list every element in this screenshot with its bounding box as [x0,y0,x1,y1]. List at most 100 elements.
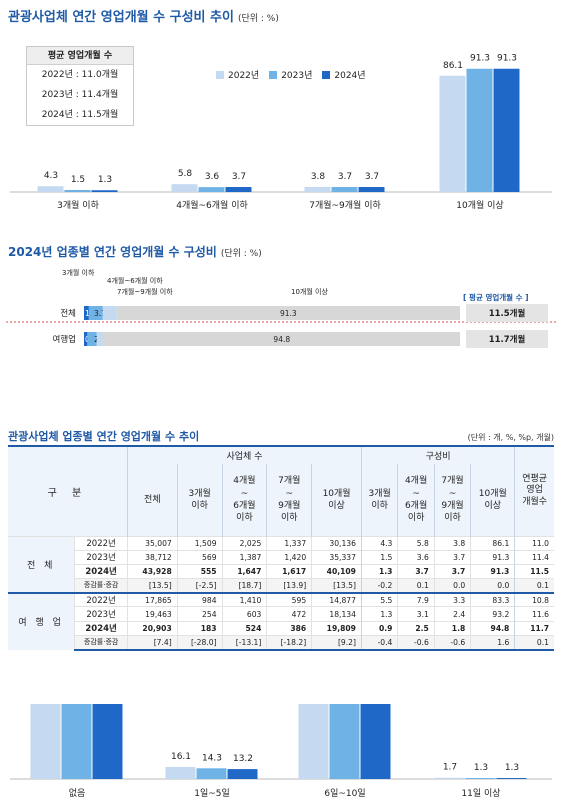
chart1-title-text: 관광사업체 연간 영업개월 수 구성비 추이 [8,10,234,25]
table-subheader-6: 4개월 ~ 6개월 이하 [397,464,435,536]
table-row-label: 증감률·증감 [74,634,128,651]
table-cell: 1.6 [470,634,515,651]
table-cell: [-18.2] [266,634,312,651]
chart3-bar-0-2 [92,704,123,779]
legend-swatch-2024 [322,70,331,79]
chart1-value-label-3-1: 91.3 [470,54,490,64]
chart2-segment-0-2 [102,306,117,320]
table-cell: 1,420 [266,549,312,565]
chart3-bar-1-1 [196,768,227,779]
table-cell: -0.6 [397,634,435,651]
header-business-count: 사업체 수 [126,445,362,464]
table-cell: 3.7 [397,563,435,579]
table-subheader-3: 7개월 ~ 9개월 이하 [266,464,312,536]
table-row: 2024년 20,903 183 524 386 19,809 0.9 2.5 1.8 94.8 1… [8,620,554,636]
table-cell: [-2.5] [176,578,223,593]
table-cell: 2.5 [397,620,435,636]
chart2-segment-1-2 [96,332,104,346]
table-subheader-0: 전체 [126,464,178,536]
table-cell: [13.5] [311,578,362,593]
table-cell: 14,877 [311,591,362,607]
table-row-label: 2022년 [74,591,128,607]
table-cell: 1.5 [360,549,398,565]
table-cell: 595 [266,591,312,607]
legend-label-2022: 2022년 [228,71,260,81]
table-row-label: 2023년 [74,606,128,622]
table-cell: 1,647 [221,563,267,579]
table-cell: 0.1 [397,578,435,593]
legend-label-2023: 2023년 [281,71,313,81]
avg-months-header: 평균 영업개월 수 [27,47,133,65]
segment-tag-3: 7개월~9개월 이하 [117,288,173,296]
table-subheader-5: 3개월 이하 [360,464,398,536]
chart3-bar-1-0 [165,766,196,779]
chart1-bar-3-1 [466,68,493,192]
chart2-segment-1-3 [103,332,460,346]
chart1-value-label-1-1: 3.6 [205,172,220,182]
table-cell: 7.9 [397,591,435,607]
chart2-title: 2024년 업종별 연간 영업개월 수 구성비 (단위 : %) [8,243,262,260]
chart1-bar-1-0 [171,184,198,192]
table-cell: 0.0 [470,578,515,593]
chart1-svg: 4.3 1.5 1.3 3개월 이하 5.8 3.6 3.7 4개월~6개월 이하 3.8 3.7… [10,54,552,211]
chart2-segment-1-0 [84,332,88,346]
table-cell: 603 [221,606,267,622]
table-row: 증감률·증감 [7.4] [-28.0] [-13.1] [-18.2] [9.2] -0.… [8,634,554,651]
chart1-category-label-2: 7개월~9개월 이하 [309,199,381,211]
table-cell: 254 [176,606,223,622]
table-cell: 472 [266,606,312,622]
table-cell: 19,463 [126,606,178,622]
table-row-label: 2024년 [74,620,128,636]
table-row-label: 2022년 [74,535,128,551]
chart1-bar-2-2 [358,187,385,192]
table-cell: 1,617 [266,563,312,579]
table-cell: 1.3 [360,563,398,579]
table-cell: 386 [266,620,312,636]
chart1-title: 관광사업체 연간 영업개월 수 구성비 추이 (단위 : %) [8,6,279,25]
table-row: 2024년 43,928 555 1,647 1,617 40,109 1.3 3.7 3.7 9… [8,563,554,579]
table-cell: 11.6 [514,606,554,622]
table-cell: -0.6 [433,634,471,651]
chart3-bar-3-1 [465,778,496,779]
chart1-legend: 2022년 2023년 2024년 [216,68,366,81]
table-cell: 984 [176,591,223,607]
chart2-title-text: 2024년 업종별 연간 영업개월 수 구성비 [8,245,217,259]
table-cell: 3.7 [433,549,471,565]
table-row: 여 행 업 2022년 17,865 984 1,410 595 14,877 5.5 7.9 3… [8,591,554,650]
chart2-avg-value-0: 11.5개월 [489,308,526,319]
chart3-value-label-1-0: 16.1 [171,752,191,762]
table-cell: 2,025 [221,535,267,551]
chart2-segment-1-1 [87,332,97,346]
table-cell: 83.3 [470,591,515,607]
table-cell: 86.1 [470,535,515,551]
chart1-bar-2-0 [304,186,331,192]
table-subheader-8: 10개월 이상 [470,464,515,536]
chart2-value-label-0-3: 91.3 [280,309,297,318]
table-cell: 3.8 [433,535,471,551]
header-gubun: 구 분 [8,445,128,536]
chart3-bar-3-0 [434,777,465,779]
table-cell: 3.6 [397,549,435,565]
chart3-bar-2-2 [360,704,391,779]
table-cell: -0.2 [360,578,398,593]
chart3-category-label-2: 6일~10일 [324,788,365,799]
chart2-avg-box-0 [466,304,548,322]
chart3-value-label-3-1: 1.3 [474,763,488,773]
avg-months-2023: 2023년 : 11.4개월 [41,90,119,100]
chart2-segment-0-3 [116,306,460,320]
chart1-value-label-2-2: 3.7 [365,172,379,182]
chart1-value-label-0-0: 4.3 [44,171,58,181]
table-cell: 1,410 [221,591,267,607]
chart2-unit: (단위 : %) [220,249,262,259]
table-cell: 11.5 [514,563,554,579]
table-cell: 10.8 [514,591,554,607]
table-cell: 94.8 [470,620,515,636]
table-cell: 4.3 [360,535,398,551]
chart2-avg-value-1: 11.7개월 [489,334,526,345]
chart1-bar-2-1 [331,187,358,192]
table-cell: 30,136 [311,535,362,551]
table-cell: 1,387 [221,549,267,565]
chart1-bar-3-0 [439,75,466,192]
table-cell: 3.1 [397,606,435,622]
chart2-value-label-0-1: 3.7 [94,309,106,318]
